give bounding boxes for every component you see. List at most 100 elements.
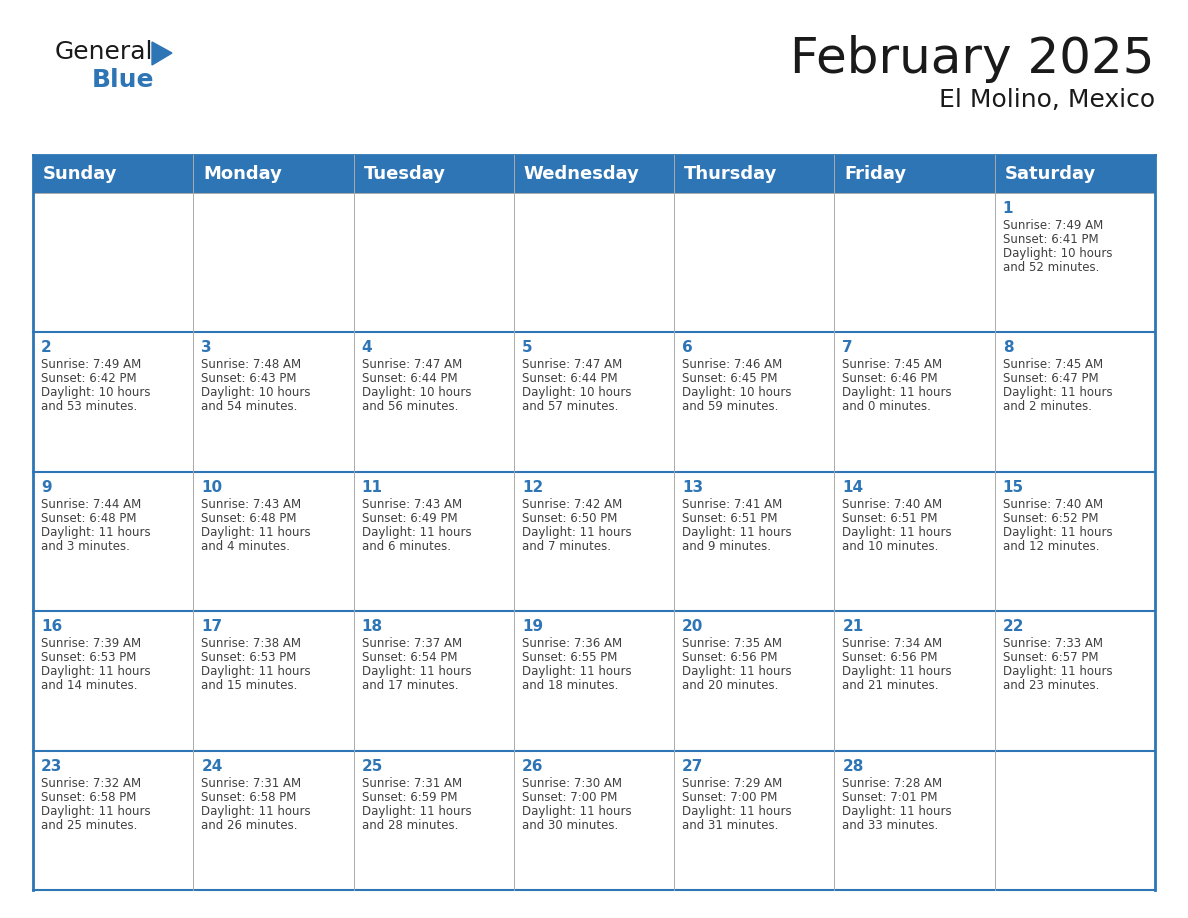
Text: 21: 21	[842, 620, 864, 634]
Text: Sunrise: 7:34 AM: Sunrise: 7:34 AM	[842, 637, 942, 650]
FancyBboxPatch shape	[194, 193, 354, 332]
Text: Sunset: 6:58 PM: Sunset: 6:58 PM	[201, 790, 297, 803]
Text: Sunrise: 7:43 AM: Sunrise: 7:43 AM	[201, 498, 302, 510]
Text: Daylight: 11 hours: Daylight: 11 hours	[842, 804, 952, 818]
Text: Sunset: 7:00 PM: Sunset: 7:00 PM	[522, 790, 618, 803]
Text: Saturday: Saturday	[1005, 165, 1097, 183]
Text: Daylight: 11 hours: Daylight: 11 hours	[522, 526, 632, 539]
Text: Daylight: 10 hours: Daylight: 10 hours	[361, 386, 472, 399]
Text: Tuesday: Tuesday	[364, 165, 446, 183]
Text: Sunrise: 7:28 AM: Sunrise: 7:28 AM	[842, 777, 942, 789]
Text: and 28 minutes.: and 28 minutes.	[361, 819, 457, 832]
Text: 11: 11	[361, 480, 383, 495]
Text: 9: 9	[42, 480, 51, 495]
Text: and 30 minutes.: and 30 minutes.	[522, 819, 618, 832]
Text: and 23 minutes.: and 23 minutes.	[1003, 679, 1099, 692]
Text: Sunset: 6:50 PM: Sunset: 6:50 PM	[522, 512, 618, 525]
FancyBboxPatch shape	[994, 611, 1155, 751]
FancyBboxPatch shape	[194, 332, 354, 472]
FancyBboxPatch shape	[834, 611, 994, 751]
Text: and 52 minutes.: and 52 minutes.	[1003, 261, 1099, 274]
Text: Sunset: 6:59 PM: Sunset: 6:59 PM	[361, 790, 457, 803]
Text: and 15 minutes.: and 15 minutes.	[201, 679, 298, 692]
Text: 20: 20	[682, 620, 703, 634]
Text: 16: 16	[42, 620, 62, 634]
Text: and 25 minutes.: and 25 minutes.	[42, 819, 138, 832]
Text: Sunday: Sunday	[43, 165, 118, 183]
Text: General: General	[55, 40, 153, 64]
Text: and 20 minutes.: and 20 minutes.	[682, 679, 778, 692]
FancyBboxPatch shape	[674, 611, 834, 751]
Text: and 3 minutes.: and 3 minutes.	[42, 540, 129, 553]
Text: 6: 6	[682, 341, 693, 355]
Text: 2: 2	[42, 341, 52, 355]
Text: Sunset: 6:51 PM: Sunset: 6:51 PM	[842, 512, 939, 525]
Text: Sunrise: 7:46 AM: Sunrise: 7:46 AM	[682, 358, 783, 372]
Text: Sunrise: 7:30 AM: Sunrise: 7:30 AM	[522, 777, 621, 789]
FancyBboxPatch shape	[354, 472, 514, 611]
Text: Sunset: 7:01 PM: Sunset: 7:01 PM	[842, 790, 939, 803]
Text: Daylight: 11 hours: Daylight: 11 hours	[201, 526, 311, 539]
Polygon shape	[152, 42, 172, 65]
Text: and 0 minutes.: and 0 minutes.	[842, 400, 931, 413]
FancyBboxPatch shape	[834, 193, 994, 332]
Text: Sunrise: 7:29 AM: Sunrise: 7:29 AM	[682, 777, 783, 789]
FancyBboxPatch shape	[33, 751, 194, 890]
Text: and 2 minutes.: and 2 minutes.	[1003, 400, 1092, 413]
Text: Sunset: 6:51 PM: Sunset: 6:51 PM	[682, 512, 778, 525]
Text: Daylight: 11 hours: Daylight: 11 hours	[1003, 386, 1112, 399]
Text: Daylight: 11 hours: Daylight: 11 hours	[682, 804, 791, 818]
Text: Daylight: 11 hours: Daylight: 11 hours	[361, 666, 472, 678]
Text: Daylight: 11 hours: Daylight: 11 hours	[522, 666, 632, 678]
Text: 23: 23	[42, 758, 63, 774]
FancyBboxPatch shape	[514, 193, 674, 332]
Text: Daylight: 11 hours: Daylight: 11 hours	[361, 804, 472, 818]
Text: Daylight: 11 hours: Daylight: 11 hours	[842, 386, 952, 399]
Text: Sunrise: 7:47 AM: Sunrise: 7:47 AM	[361, 358, 462, 372]
FancyBboxPatch shape	[514, 332, 674, 472]
Text: Daylight: 11 hours: Daylight: 11 hours	[1003, 526, 1112, 539]
Text: 22: 22	[1003, 620, 1024, 634]
Text: and 12 minutes.: and 12 minutes.	[1003, 540, 1099, 553]
Text: and 59 minutes.: and 59 minutes.	[682, 400, 778, 413]
Text: 1: 1	[1003, 201, 1013, 216]
Text: Sunset: 6:58 PM: Sunset: 6:58 PM	[42, 790, 137, 803]
FancyBboxPatch shape	[674, 193, 834, 332]
Text: Sunrise: 7:35 AM: Sunrise: 7:35 AM	[682, 637, 782, 650]
Text: and 4 minutes.: and 4 minutes.	[201, 540, 290, 553]
Text: Sunset: 6:53 PM: Sunset: 6:53 PM	[42, 651, 137, 665]
Text: 5: 5	[522, 341, 532, 355]
Text: February 2025: February 2025	[790, 35, 1155, 83]
Text: and 26 minutes.: and 26 minutes.	[201, 819, 298, 832]
Text: Daylight: 11 hours: Daylight: 11 hours	[201, 666, 311, 678]
FancyBboxPatch shape	[33, 611, 194, 751]
Text: Daylight: 10 hours: Daylight: 10 hours	[1003, 247, 1112, 260]
Text: and 7 minutes.: and 7 minutes.	[522, 540, 611, 553]
FancyBboxPatch shape	[33, 472, 194, 611]
Text: 12: 12	[522, 480, 543, 495]
Text: Daylight: 11 hours: Daylight: 11 hours	[42, 804, 151, 818]
FancyBboxPatch shape	[994, 332, 1155, 472]
Text: Wednesday: Wednesday	[524, 165, 639, 183]
Text: 8: 8	[1003, 341, 1013, 355]
FancyBboxPatch shape	[514, 751, 674, 890]
FancyBboxPatch shape	[194, 611, 354, 751]
Text: Daylight: 11 hours: Daylight: 11 hours	[1003, 666, 1112, 678]
Text: Sunrise: 7:49 AM: Sunrise: 7:49 AM	[42, 358, 141, 372]
Text: and 10 minutes.: and 10 minutes.	[842, 540, 939, 553]
Text: Sunrise: 7:32 AM: Sunrise: 7:32 AM	[42, 777, 141, 789]
Text: 15: 15	[1003, 480, 1024, 495]
Text: Sunrise: 7:42 AM: Sunrise: 7:42 AM	[522, 498, 623, 510]
Text: and 6 minutes.: and 6 minutes.	[361, 540, 450, 553]
Text: Daylight: 11 hours: Daylight: 11 hours	[842, 526, 952, 539]
Text: 25: 25	[361, 758, 383, 774]
FancyBboxPatch shape	[514, 611, 674, 751]
Text: Sunset: 6:48 PM: Sunset: 6:48 PM	[201, 512, 297, 525]
Text: 14: 14	[842, 480, 864, 495]
Text: Sunrise: 7:31 AM: Sunrise: 7:31 AM	[201, 777, 302, 789]
Text: and 31 minutes.: and 31 minutes.	[682, 819, 778, 832]
FancyBboxPatch shape	[834, 472, 994, 611]
FancyBboxPatch shape	[834, 332, 994, 472]
FancyBboxPatch shape	[354, 193, 514, 332]
Text: Sunrise: 7:45 AM: Sunrise: 7:45 AM	[1003, 358, 1102, 372]
